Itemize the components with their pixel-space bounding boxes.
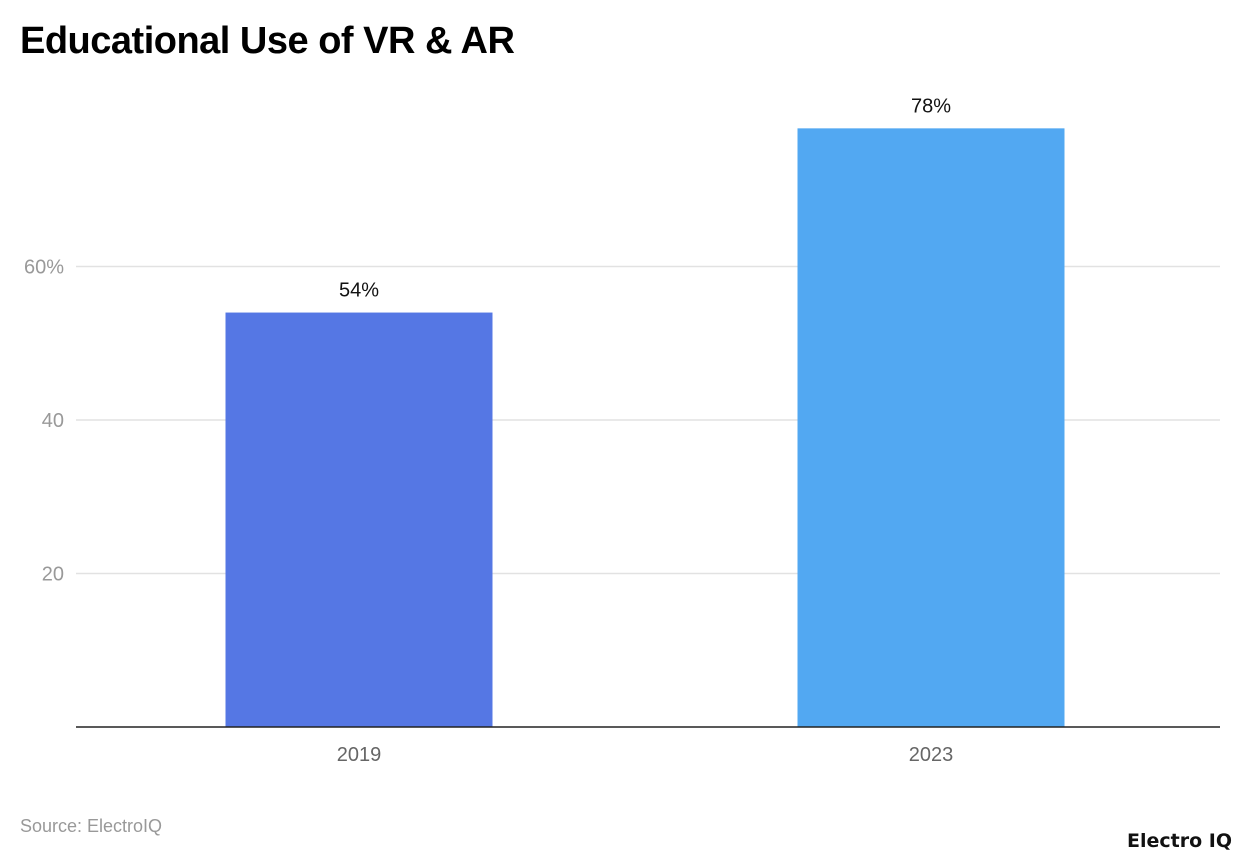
data-label: 54% [339, 280, 379, 302]
y-tick-label: 20 [42, 564, 64, 586]
y-tick-label: 40 [42, 410, 64, 432]
x-tick-label: 2023 [909, 744, 954, 766]
source-note: Source: ElectroIQ [20, 816, 163, 836]
data-label: 78% [911, 95, 951, 117]
chart-title: Educational Use of VR & AR [20, 20, 515, 62]
bar-2019 [225, 312, 493, 727]
x-tick-label: 2019 [337, 744, 382, 766]
bar-2023 [797, 128, 1065, 728]
y-tick-label: 60% [24, 257, 64, 279]
brand-logo: Electro IQ [1127, 830, 1232, 852]
